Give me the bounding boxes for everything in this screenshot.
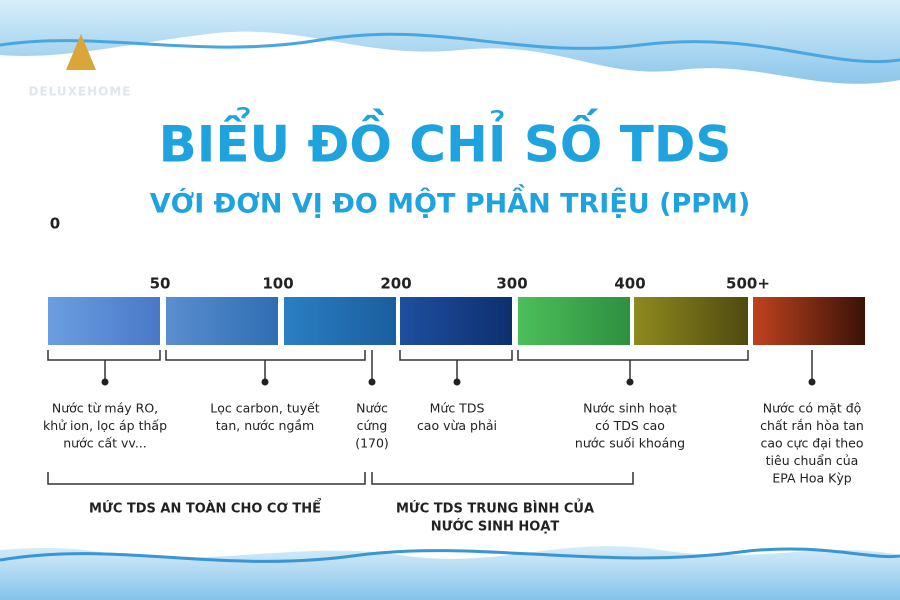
- scale-label: 100: [262, 275, 293, 293]
- note-text: Nước: [356, 401, 388, 416]
- bracket-dot: [261, 378, 269, 386]
- bracket-dot: [453, 378, 461, 386]
- note-text: có TDS cao: [595, 418, 665, 433]
- wave-top: [0, 32, 900, 64]
- logo: DELUXEHOME: [29, 85, 132, 99]
- group-bracket: [371, 472, 634, 485]
- note-text: khử ion, lọc áp thấp: [43, 418, 167, 433]
- note-text: chất rắn hòa tan: [760, 418, 864, 433]
- bracket-dot: [101, 378, 109, 386]
- scale-segment: [753, 297, 865, 345]
- bracket: [399, 350, 513, 361]
- scale: 0 50 100 200 300 400 500+ Nước từ máy RO, khử io…: [43, 215, 865, 535]
- scale-segment: [48, 297, 160, 345]
- note-text: tiêu chuẩn của: [766, 453, 859, 468]
- note-text: cứng: [357, 418, 388, 433]
- bracket: [517, 350, 749, 361]
- scale-segment: [634, 297, 748, 345]
- note-text: Nước từ máy RO,: [52, 401, 158, 416]
- scale-segment: [400, 297, 512, 345]
- bracket: [47, 350, 161, 361]
- bracket-dot: [626, 378, 634, 386]
- scale-label: 300: [496, 275, 527, 293]
- group-label: NƯỚC SINH HOẠT: [431, 519, 560, 535]
- note-text: nước cất vv...: [63, 436, 147, 451]
- group-label: MỨC TDS AN TOÀN CHO CƠ THỂ: [89, 499, 321, 517]
- subtitle: VỚI ĐƠN VỊ ĐO MỘT PHẦN TRIỆU (PPM): [150, 185, 751, 220]
- note-text: Mức TDS: [430, 401, 485, 416]
- note-text: Nước sinh hoạt: [583, 401, 677, 416]
- note-text: (170): [355, 436, 389, 451]
- group-label: MỨC TDS TRUNG BÌNH CỦA: [396, 500, 594, 517]
- title: BIỂU ĐỒ CHỈ SỐ TDS: [159, 107, 732, 174]
- logo-icon: [66, 34, 96, 70]
- water-top: [0, 0, 900, 84]
- scale-segment: [166, 297, 278, 345]
- scale-label: 200: [380, 275, 411, 293]
- bracket-dot: [808, 378, 816, 386]
- scale-label: 400: [614, 275, 645, 293]
- note-text: cao cực đại theo: [761, 436, 864, 451]
- group-bracket: [47, 472, 366, 485]
- wave-bottom: [0, 547, 900, 563]
- note-text: EPA Hoa Kỳp: [772, 471, 851, 486]
- scale-label: 500+: [726, 275, 770, 293]
- note-text: Nước có mặt độ: [763, 401, 862, 416]
- note-text: Lọc carbon, tuyết: [210, 401, 319, 416]
- note-text: tan, nước ngầm: [216, 418, 314, 433]
- scale-segment: [284, 297, 396, 345]
- scale-label: 50: [150, 275, 171, 293]
- scale-segment: [518, 297, 630, 345]
- note-text: cao vừa phải: [417, 418, 497, 433]
- note-text: nước suối khoáng: [575, 436, 685, 451]
- scale-label: 0: [50, 215, 60, 233]
- bracket-dot: [368, 378, 376, 386]
